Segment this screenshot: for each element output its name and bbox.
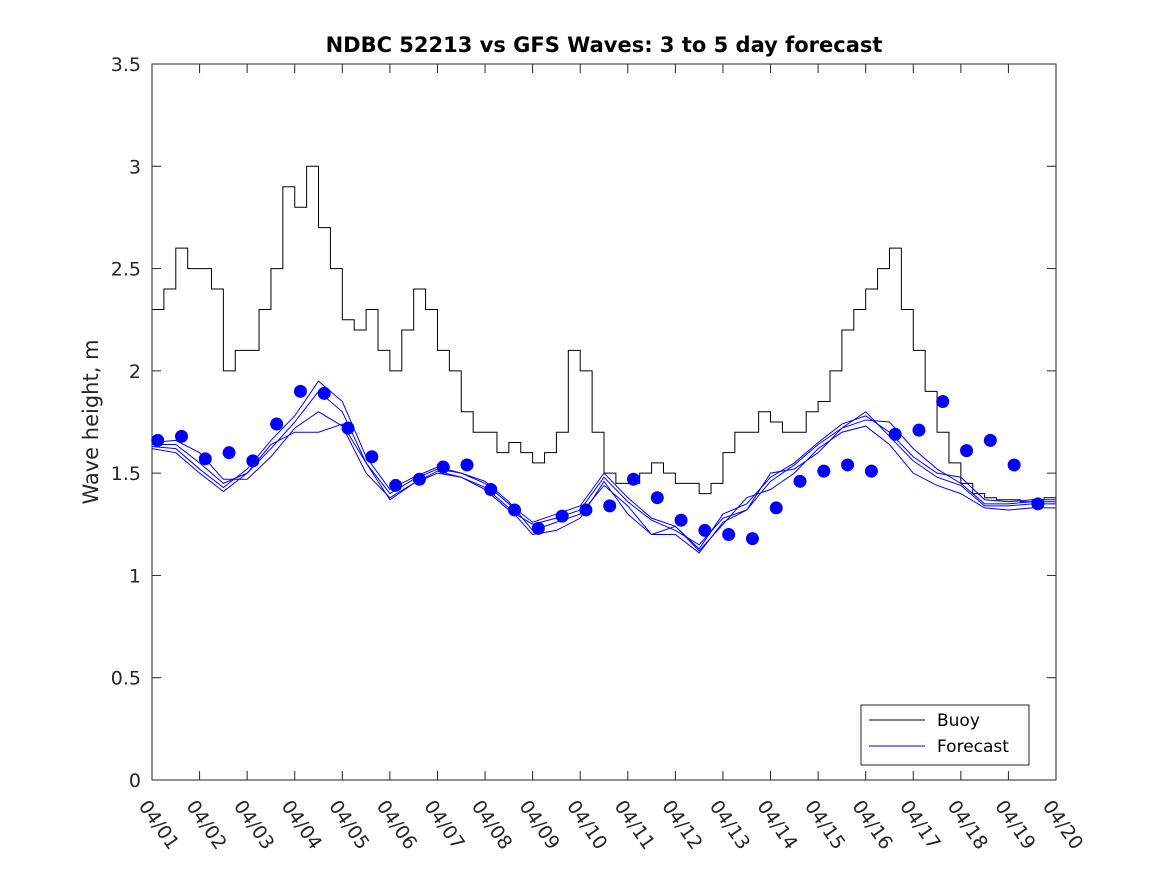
forecast-point [246, 454, 260, 468]
forecast-line [151, 411, 1056, 546]
x-tick-label: 04/15 [800, 796, 849, 853]
forecast-point [412, 472, 426, 486]
forecast-point [317, 386, 331, 400]
forecast-point [460, 458, 474, 472]
x-tick-label: 04/08 [467, 796, 516, 853]
forecast-point [579, 503, 593, 517]
forecast-point [603, 499, 617, 513]
y-axis-label: Wave height, m [79, 339, 103, 504]
forecast-point [674, 513, 688, 527]
forecast-point [698, 523, 712, 537]
x-tick-label: 04/11 [610, 796, 659, 853]
forecast-point [888, 427, 902, 441]
forecast-point [531, 521, 545, 535]
forecast-point [841, 458, 855, 472]
forecast-point [769, 501, 783, 515]
x-tick-label: 04/20 [1038, 796, 1087, 853]
forecast-point [508, 503, 522, 517]
forecast-point [960, 444, 974, 458]
y-tick-label: 2.5 [111, 259, 141, 281]
y-tick-label: 0.5 [111, 668, 141, 690]
y-axis: 0 0.5 1 1.5 2 2.5 3 3.5 [111, 54, 1056, 792]
forecast-point [341, 421, 355, 435]
forecast-point [650, 491, 664, 505]
y-tick-label: 1 [129, 565, 141, 587]
forecast-point [174, 429, 188, 443]
forecast-line [151, 380, 1056, 554]
forecast-point [198, 452, 212, 466]
x-tick-label: 04/09 [515, 796, 564, 853]
x-tick-label: 04/03 [229, 796, 278, 853]
y-tick-label: 1.5 [111, 463, 141, 485]
buoy-series [152, 165, 1056, 503]
forecast-point [722, 528, 736, 542]
forecast-point [222, 446, 236, 460]
forecast-point [817, 464, 831, 478]
legend-forecast-label: Forecast [937, 737, 1009, 757]
forecast-point [912, 423, 926, 437]
forecast-series [151, 380, 1056, 554]
x-tick-label: 04/02 [181, 796, 230, 853]
legend: Buoy Forecast [860, 704, 1030, 766]
forecast-point [864, 464, 878, 478]
x-tick-label: 04/16 [848, 796, 897, 853]
x-tick-label: 04/17 [895, 796, 944, 853]
forecast-point [936, 395, 950, 409]
forecast-point [1031, 497, 1045, 511]
legend-box [860, 704, 1030, 766]
x-tick-label: 04/05 [324, 796, 373, 853]
forecast-line [151, 423, 1056, 552]
forecast-point [555, 509, 569, 523]
forecast-point [745, 532, 759, 546]
x-tick-label: 04/04 [277, 796, 326, 853]
y-tick-label: 3 [129, 156, 141, 178]
legend-buoy-label: Buoy [937, 711, 980, 731]
y-tick-label: 2 [129, 361, 141, 383]
x-tick-label: 04/19 [990, 796, 1039, 853]
x-tick-label: 04/12 [657, 796, 706, 853]
x-tick-label: 04/10 [562, 796, 611, 853]
chart-title: NDBC 52213 vs GFS Waves: 3 to 5 day fore… [326, 33, 883, 57]
x-tick-label: 04/01 [134, 796, 183, 853]
x-tick-label: 04/14 [752, 796, 801, 853]
forecast-line [152, 390, 1056, 550]
forecast-point [793, 474, 807, 488]
forecast-point [436, 460, 450, 474]
forecast-point [1007, 458, 1021, 472]
forecast-point [270, 417, 284, 431]
forecast-point [484, 483, 498, 497]
forecast-point [983, 433, 997, 447]
x-tick-label: 04/18 [943, 796, 992, 853]
x-tick-label: 04/07 [419, 796, 468, 853]
buoy-line [152, 165, 1056, 503]
forecast-point [626, 472, 640, 486]
forecast-point [151, 433, 165, 447]
forecast-points [151, 384, 1045, 546]
plot-area [151, 63, 1057, 781]
y-tick-label: 3.5 [111, 54, 141, 76]
forecast-point [389, 478, 403, 492]
x-tick-label: 04/13 [705, 796, 754, 853]
forecast-point [365, 450, 379, 464]
x-tick-label: 04/06 [372, 796, 421, 853]
y-tick-label: 0 [129, 770, 141, 792]
forecast-point [293, 384, 307, 398]
